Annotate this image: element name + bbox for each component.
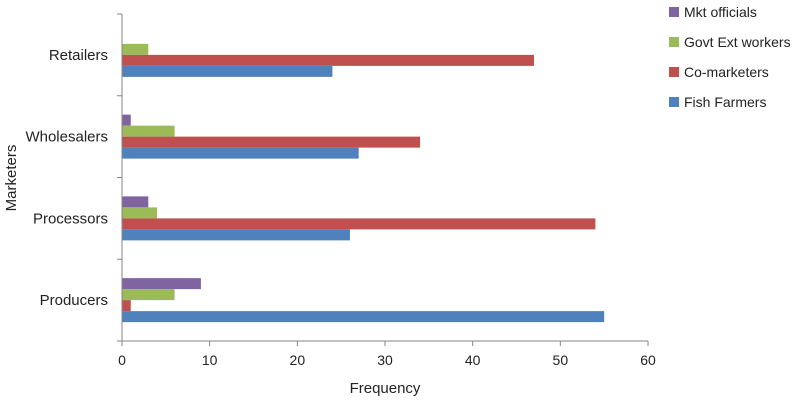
y-axis-label: Marketers [3, 145, 20, 212]
x-axis-label: Frequency [350, 380, 421, 397]
bar-processors-govt-ext-workers [122, 207, 158, 219]
bar-wholesalers-govt-ext-workers [122, 125, 175, 137]
bar-processors-fish-farmers [122, 229, 350, 241]
x-tick-label: 0 [118, 352, 126, 368]
bar-retailers-co-marketers [122, 54, 535, 66]
x-tick-label: 10 [202, 352, 218, 368]
legend-label: Govt Ext workers [684, 34, 791, 50]
bar-retailers-fish-farmers [122, 65, 333, 77]
legend: Mkt officials Govt Ext workers Co-marketer… [669, 4, 791, 110]
bar-producers-fish-farmers [122, 311, 605, 323]
legend-swatch [669, 97, 679, 107]
y-category-label: Producers [40, 292, 108, 309]
legend-label: Mkt officials [684, 4, 757, 20]
y-categories-group: Retailers Wholesalers Processors Producers [25, 47, 108, 309]
x-tick-label: 50 [553, 352, 569, 368]
x-tick-label: 30 [377, 352, 393, 368]
bar-producers-mkt-officials [122, 278, 201, 290]
bar-producers-govt-ext-workers [122, 289, 175, 301]
bar-retailers-govt-ext-workers [122, 43, 149, 55]
y-category-label: Wholesalers [25, 129, 108, 146]
x-tick-label: 20 [290, 352, 306, 368]
x-ticks-group: 0 10 20 30 40 50 60 [118, 341, 656, 368]
bars-group [122, 43, 605, 323]
y-category-label: Retailers [49, 47, 108, 64]
bar-producers-co-marketers [122, 300, 131, 312]
legend-label: Fish Farmers [684, 94, 766, 110]
bar-processors-mkt-officials [122, 196, 149, 208]
bar-wholesalers-fish-farmers [122, 147, 359, 159]
x-tick-label: 40 [465, 352, 481, 368]
legend-swatch [669, 37, 679, 47]
legend-swatch [669, 67, 679, 77]
y-category-label: Processors [33, 210, 108, 227]
legend-swatch [669, 7, 679, 17]
bar-processors-co-marketers [122, 218, 596, 230]
x-tick-label: 60 [640, 352, 656, 368]
bar-wholesalers-mkt-officials [122, 114, 131, 126]
legend-label: Co-marketers [684, 64, 769, 80]
bar-wholesalers-co-marketers [122, 136, 421, 148]
